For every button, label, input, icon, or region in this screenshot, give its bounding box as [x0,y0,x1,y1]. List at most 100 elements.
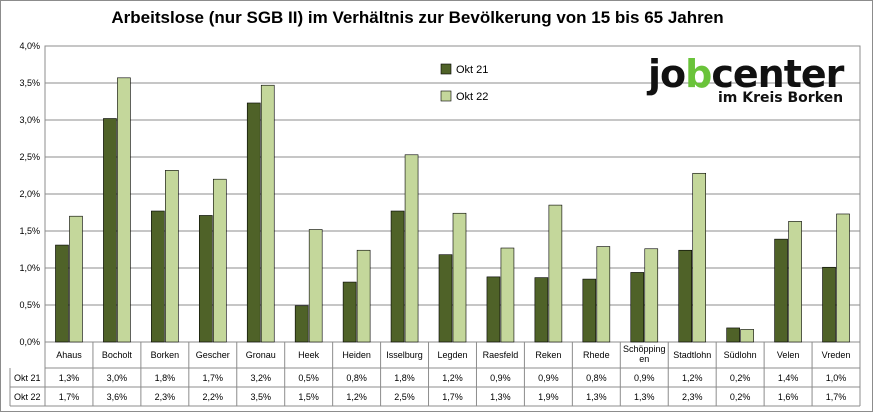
category-label: Velen [777,350,800,360]
bar-okt-21 [678,249,693,343]
data-label: 2,2% [203,392,224,402]
data-label: 1,3% [586,392,607,402]
data-label: 3,2% [250,373,271,383]
category-label: Heiden [342,350,371,360]
data-label: 3,0% [107,373,128,383]
y-tick-label: 0,5% [19,300,40,310]
bar-okt-21 [774,238,788,343]
data-label: 1,2% [442,373,463,383]
data-label: 1,4% [778,373,799,383]
bar-okt-22 [69,215,83,343]
data-label: 2,3% [682,392,703,402]
bar-okt-21 [198,215,213,343]
bar-okt-22 [212,178,227,343]
data-label: 0,5% [298,373,319,383]
y-tick-label: 2,0% [19,189,40,199]
category-label: Stadtlohn [673,350,711,360]
category-label: Raesfeld [483,350,519,360]
bar-okt-22 [596,246,611,343]
category-label: Schöpping [623,344,666,354]
bar-okt-21 [151,210,165,343]
bar-okt-21 [630,272,645,343]
data-label: 0,8% [586,373,607,383]
bar-okt-22 [117,77,131,343]
data-label: 3,6% [107,392,128,402]
category-label: Südlohn [724,350,757,360]
data-label: 1,5% [298,392,319,402]
data-label: 0,2% [730,392,751,402]
bar-okt-21 [486,276,501,343]
legend-swatch [440,90,452,102]
y-axis: 0,0% 0,5% 1,0% 1,5% 2,0% 2,5% 3,0% 3,5% 4,0% [19,41,40,347]
legend-swatch [440,63,452,75]
bar-okt-21 [726,327,740,343]
category-label: Legden [437,350,467,360]
logo-wordmark: jobcenter [648,52,844,96]
gridlines [44,45,861,343]
data-label: 3,5% [250,392,271,402]
data-label: 1,3% [59,373,80,383]
bar-okt-22 [308,229,323,343]
bar-okt-22 [788,221,802,343]
y-tick-label: 0,0% [19,337,40,347]
data-table: Ahaus Bocholt Borken Gescher Gronau Heek Heide… [9,342,861,407]
bar-okt-22 [836,213,850,343]
bar-okt-22 [500,247,515,343]
data-label: 1,3% [490,392,511,402]
data-label: 1,7% [203,373,224,383]
data-label: 1,8% [394,373,415,383]
data-label: 1,0% [826,373,847,383]
legend-label: Okt 22 [456,91,488,103]
data-label: 1,6% [778,392,799,402]
chart-title: Arbeitslose (nur SGB II) im Verhältnis z… [111,8,724,27]
plot-area-border [44,45,861,343]
data-label: 1,9% [538,392,559,402]
data-label: 1,7% [59,392,80,402]
data-label: 0,9% [634,373,655,383]
bar-okt-22 [692,172,707,343]
table-series-name: Okt 21 [14,373,41,383]
data-label: 1,7% [826,392,847,402]
bar-okt-21 [582,278,597,343]
y-tick-label: 1,0% [19,263,40,273]
data-label: 0,2% [730,373,751,383]
category-label: en [639,354,649,364]
bar-okt-21 [390,210,405,343]
category-label: Isselburg [386,350,423,360]
legend-label: Okt 21 [456,64,488,76]
y-tick-label: 3,0% [19,115,40,125]
data-label: 1,2% [682,373,703,383]
legend: Okt 21 Okt 22 [440,63,488,103]
bar-okt-21 [822,266,836,343]
data-label: 0,8% [346,373,367,383]
bars [55,77,850,343]
bar-okt-22 [740,329,754,343]
category-label: Gronau [246,350,276,360]
y-tick-label: 2,5% [19,152,40,162]
category-label: Gescher [196,350,230,360]
bar-okt-21 [246,102,261,343]
bar-okt-22 [548,204,563,343]
jobcenter-logo: jobcenter im Kreis Borken [640,52,855,108]
data-label: 1,8% [155,373,176,383]
data-label: 1,7% [442,392,463,402]
category-label: Ahaus [56,350,82,360]
bar-okt-22 [644,248,659,343]
bar-okt-21 [342,281,357,343]
bar-okt-21 [438,254,453,343]
data-label: 0,9% [490,373,511,383]
data-label: 2,5% [394,392,415,402]
data-label: 0,9% [538,373,559,383]
y-tick-label: 3,5% [19,78,40,88]
category-label: Rhede [583,350,610,360]
bar-okt-22 [165,170,179,343]
bar-okt-21 [103,118,117,343]
bar-okt-21 [534,277,549,343]
bar-okt-21 [294,305,309,343]
bar-okt-22 [404,154,419,343]
category-label: Borken [151,350,180,360]
y-tick-label: 1,5% [19,226,40,236]
table-series-name: Okt 22 [14,392,41,402]
